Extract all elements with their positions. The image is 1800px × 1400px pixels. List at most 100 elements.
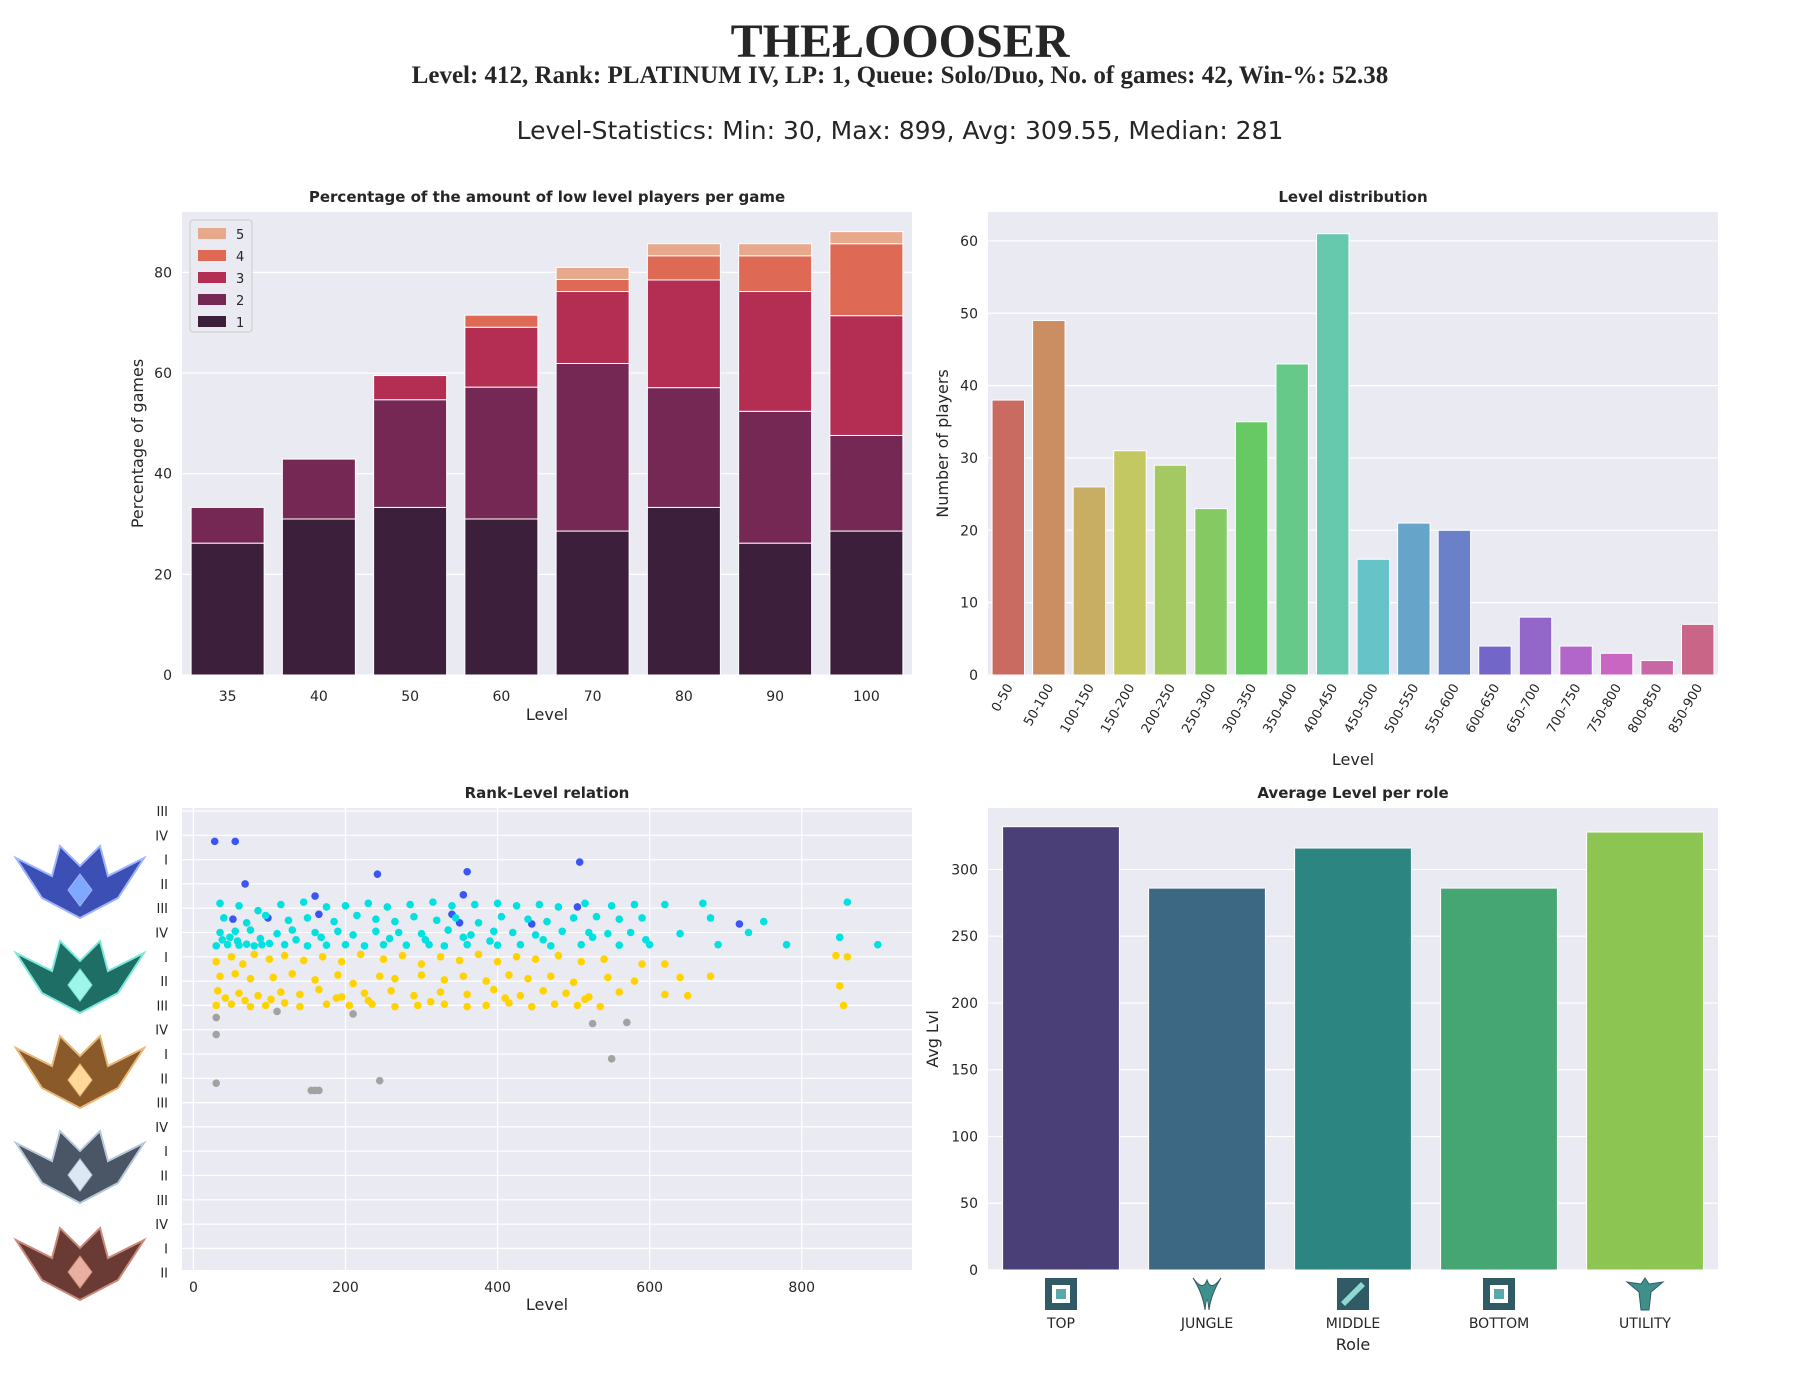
rank-tick-label: I (164, 951, 168, 966)
point-gold (239, 960, 247, 968)
bar (1316, 233, 1350, 676)
gold-emblem-icon (13, 1034, 147, 1110)
point-gold (280, 951, 289, 960)
y-axis-label: Avg Lvl (923, 1010, 942, 1068)
x-tick-label: 300-350 (1220, 682, 1260, 737)
top-lane-icon (1045, 1278, 1077, 1310)
legend-swatch (198, 228, 226, 239)
y-tick-label: 150 (951, 1063, 978, 1079)
point-diamond (373, 870, 382, 878)
bar-segment (646, 387, 721, 508)
point-gold (227, 1000, 236, 1008)
bar-segment (829, 530, 904, 676)
point-diamond (229, 915, 237, 923)
point-emerald (630, 900, 639, 909)
point-gold (577, 957, 586, 966)
bar (1440, 887, 1558, 1271)
point-emerald (592, 912, 601, 921)
point-diamond (459, 891, 468, 899)
point-emerald (242, 940, 251, 948)
point-emerald (292, 935, 300, 944)
point-emerald (531, 931, 540, 939)
y-tick-label: 40 (154, 467, 172, 483)
x-tick-label: 70 (584, 689, 602, 705)
x-tick-label: 40 (310, 689, 328, 705)
bar-segment (738, 243, 813, 257)
legend-label: 5 (236, 228, 244, 243)
point-emerald (322, 903, 331, 911)
average-level-per-role-chart: 0 50 100 150 200 250 300 TOP JUNGLE MIDDLE BOTTOM U… (923, 784, 1718, 1354)
point-gold (212, 957, 221, 966)
x-tick-label: 800 (788, 1280, 815, 1296)
point-emerald (391, 917, 399, 926)
point-gold (505, 971, 513, 979)
point-diamond (575, 858, 584, 866)
point-gold (596, 1002, 605, 1011)
point-diamond (231, 837, 240, 846)
point-gold (235, 989, 243, 998)
point-emerald (235, 901, 243, 910)
point-emerald (364, 899, 373, 908)
point-emerald (284, 916, 293, 925)
point-gold (493, 957, 502, 966)
jungle-icon (1192, 1277, 1222, 1311)
bar (1559, 645, 1593, 676)
point-emerald (714, 940, 722, 949)
y-tick-label: 300 (951, 862, 978, 878)
point-emerald (581, 899, 589, 908)
point-gold (683, 991, 692, 1000)
rank-tick-label: III (156, 902, 168, 917)
point-gold (398, 951, 407, 960)
legend-swatch (198, 294, 226, 305)
point-gold (630, 977, 639, 985)
bar (1397, 522, 1431, 676)
point-emerald (661, 900, 669, 909)
y-tick-label: 80 (154, 265, 172, 281)
point-emerald (474, 918, 483, 927)
bar (1194, 508, 1228, 676)
point-gold (436, 988, 445, 996)
point-emerald (216, 899, 224, 908)
point-gold (246, 1002, 255, 1011)
point-emerald (463, 940, 471, 949)
point-silver (349, 1010, 357, 1018)
y-tick-label: 20 (154, 567, 172, 583)
point-gold (550, 1000, 559, 1008)
x-tick-label: BOTTOM (1469, 1316, 1529, 1332)
x-tick-label: UTILITY (1619, 1316, 1671, 1332)
x-axis-label: Level (526, 705, 568, 724)
point-emerald (394, 928, 403, 937)
point-emerald (512, 901, 521, 910)
support-icon (1625, 1277, 1665, 1311)
rank-tick-label: IV (155, 1218, 168, 1233)
point-emerald (493, 899, 502, 908)
point-diamond (573, 903, 582, 911)
point-gold (413, 1001, 422, 1010)
point-gold (482, 977, 490, 985)
point-gold (573, 1001, 582, 1010)
point-gold (267, 995, 275, 1004)
bar-segment (646, 255, 721, 281)
point-emerald (299, 898, 308, 906)
point-emerald (444, 926, 452, 934)
point-gold (315, 985, 323, 994)
point-gold (516, 991, 525, 1000)
point-gold (213, 987, 222, 995)
point-emerald (516, 940, 525, 949)
point-gold (337, 957, 346, 966)
point-gold (250, 950, 259, 959)
point-emerald (341, 901, 350, 910)
point-gold (391, 974, 399, 983)
rank-tick-label: III (156, 1097, 168, 1112)
point-emerald (246, 926, 255, 934)
bar (1356, 558, 1390, 676)
x-tick-label: 90 (766, 689, 784, 705)
point-gold (615, 988, 624, 996)
point-gold (417, 971, 426, 979)
point-gold (254, 991, 262, 1000)
bar-segment (190, 506, 265, 544)
point-emerald (233, 937, 242, 945)
point-emerald (349, 931, 357, 939)
point-diamond (315, 910, 323, 919)
point-gold (387, 987, 395, 995)
